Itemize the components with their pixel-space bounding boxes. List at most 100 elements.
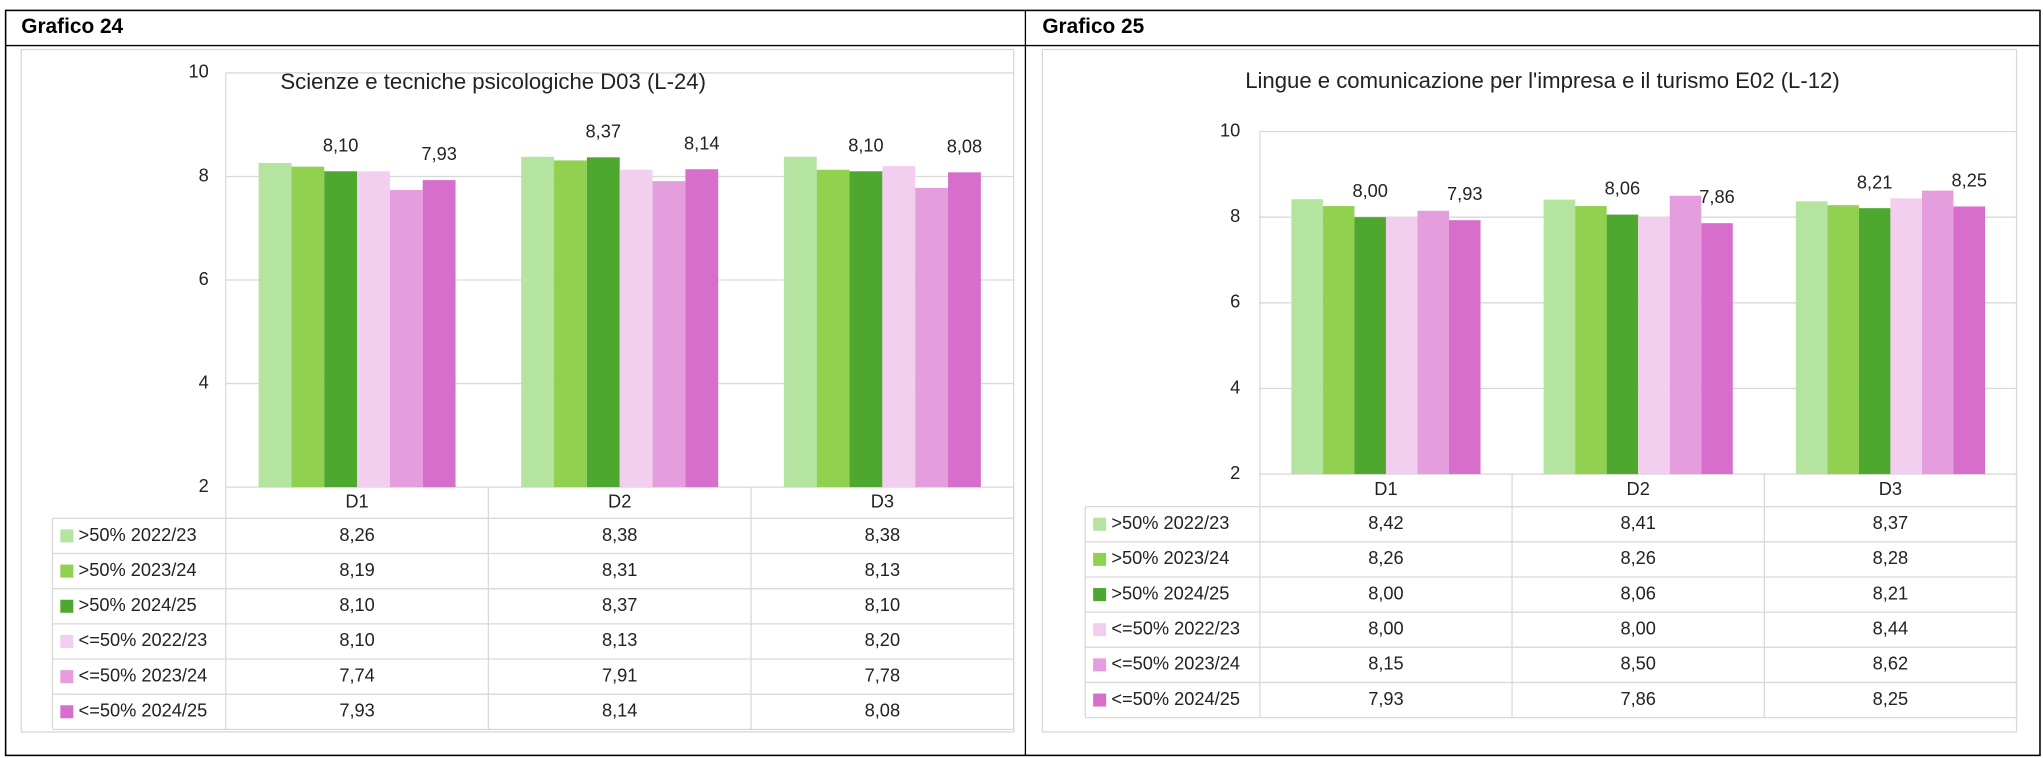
data-label: 8,08 bbox=[947, 135, 982, 156]
table-value: 8,62 bbox=[1873, 653, 1908, 674]
legend-label: <=50% 2022/23 bbox=[1111, 618, 1240, 639]
bar bbox=[1322, 206, 1355, 475]
bar bbox=[948, 172, 981, 488]
y-tick-label: 10 bbox=[189, 61, 209, 82]
bar bbox=[685, 169, 719, 488]
y-tick-label: 6 bbox=[1230, 291, 1240, 312]
bar bbox=[915, 187, 949, 488]
y-tick-label: 8 bbox=[199, 164, 209, 185]
table-value: 8,15 bbox=[1368, 653, 1403, 674]
table-value: 8,26 bbox=[339, 524, 374, 545]
table-value: 7,78 bbox=[865, 664, 900, 685]
bar bbox=[389, 189, 423, 488]
data-label: 7,93 bbox=[1447, 183, 1482, 204]
legend-label: >50% 2022/23 bbox=[1111, 512, 1229, 533]
data-label: 7,86 bbox=[1699, 186, 1734, 207]
x-tick-label: D2 bbox=[1627, 478, 1650, 499]
legend-swatch bbox=[1093, 623, 1107, 637]
table-value: 7,93 bbox=[1368, 688, 1403, 709]
bar bbox=[1953, 206, 1986, 475]
bar bbox=[1669, 195, 1702, 475]
bar bbox=[619, 169, 653, 488]
bar bbox=[1417, 210, 1450, 475]
legend-swatch bbox=[60, 634, 74, 648]
bar bbox=[652, 181, 686, 488]
bar bbox=[1890, 198, 1922, 475]
bar bbox=[1385, 217, 1418, 475]
table-value: 8,10 bbox=[339, 594, 374, 615]
table-value: 8,13 bbox=[602, 629, 637, 650]
panel-title: Grafico 24 bbox=[21, 15, 123, 38]
outer-frame bbox=[4, 9, 2041, 757]
data-label: 8,10 bbox=[323, 134, 358, 155]
legend-label: <=50% 2023/24 bbox=[79, 664, 208, 685]
bar bbox=[1858, 208, 1891, 475]
chart-title: Scienze e tecniche psicologiche D03 (L-2… bbox=[280, 69, 706, 94]
data-label: 8,14 bbox=[684, 132, 719, 153]
data-label: 8,06 bbox=[1605, 178, 1640, 199]
table-value: 8,10 bbox=[339, 629, 374, 650]
legend-label: >50% 2024/25 bbox=[1111, 582, 1229, 603]
table-value: 7,86 bbox=[1620, 688, 1655, 709]
table-value: 8,26 bbox=[1620, 547, 1655, 568]
table-value: 8,41 bbox=[1620, 512, 1655, 533]
table-value: 8,14 bbox=[602, 700, 637, 721]
legend-label: <=50% 2024/25 bbox=[79, 700, 208, 721]
legend-swatch bbox=[60, 599, 74, 613]
data-label: 8,21 bbox=[1857, 171, 1892, 192]
table-value: 8,50 bbox=[1620, 653, 1655, 674]
bar bbox=[357, 171, 390, 488]
table-value: 8,06 bbox=[1620, 582, 1655, 603]
bar bbox=[258, 163, 292, 488]
legend-label: <=50% 2022/23 bbox=[79, 629, 208, 650]
bar bbox=[586, 157, 620, 488]
data-label: 7,93 bbox=[421, 143, 456, 164]
legend-swatch bbox=[60, 705, 74, 719]
y-tick-label: 4 bbox=[199, 371, 209, 392]
bar bbox=[1921, 190, 1954, 475]
x-tick-label: D1 bbox=[1374, 478, 1397, 499]
table-value: 8,38 bbox=[865, 524, 900, 545]
bar bbox=[554, 160, 587, 488]
bar bbox=[1606, 214, 1639, 475]
table-value: 8,37 bbox=[1873, 512, 1908, 533]
bar bbox=[291, 166, 325, 488]
table-value: 8,08 bbox=[865, 700, 900, 721]
table-value: 8,37 bbox=[602, 594, 637, 615]
x-tick-label: D3 bbox=[1879, 478, 1902, 499]
table-value: 8,00 bbox=[1368, 618, 1403, 639]
bar bbox=[1291, 199, 1323, 475]
table-value: 8,31 bbox=[602, 559, 637, 580]
legend-label: >50% 2023/24 bbox=[1111, 547, 1229, 568]
bar bbox=[324, 171, 358, 488]
table-value: 8,38 bbox=[602, 524, 637, 545]
legend-swatch bbox=[1093, 588, 1107, 602]
legend-swatch bbox=[1093, 517, 1107, 531]
table-value: 8,21 bbox=[1873, 582, 1908, 603]
table-value: 7,91 bbox=[602, 664, 637, 685]
x-tick-label: D2 bbox=[608, 491, 631, 512]
table-value: 7,93 bbox=[339, 700, 374, 721]
bar bbox=[1827, 205, 1859, 475]
legend-label: >50% 2023/24 bbox=[79, 559, 197, 580]
legend-swatch bbox=[60, 529, 74, 543]
table-value: 8,42 bbox=[1368, 512, 1403, 533]
y-tick-label: 10 bbox=[1220, 119, 1240, 140]
x-tick-label: D1 bbox=[345, 491, 368, 512]
bar bbox=[1543, 199, 1576, 475]
bar bbox=[849, 171, 883, 488]
bar bbox=[1449, 220, 1481, 475]
data-label: 8,00 bbox=[1352, 180, 1387, 201]
table-value: 8,20 bbox=[865, 629, 900, 650]
bar bbox=[882, 166, 916, 488]
y-tick-label: 8 bbox=[1230, 205, 1240, 226]
table-value: 8,13 bbox=[865, 559, 900, 580]
legend-swatch bbox=[1093, 552, 1107, 566]
legend-label: >50% 2022/23 bbox=[79, 524, 197, 545]
legend-swatch bbox=[60, 564, 74, 578]
bar bbox=[783, 156, 817, 488]
bar bbox=[1701, 223, 1733, 475]
bar bbox=[816, 169, 850, 488]
bar bbox=[422, 180, 456, 488]
